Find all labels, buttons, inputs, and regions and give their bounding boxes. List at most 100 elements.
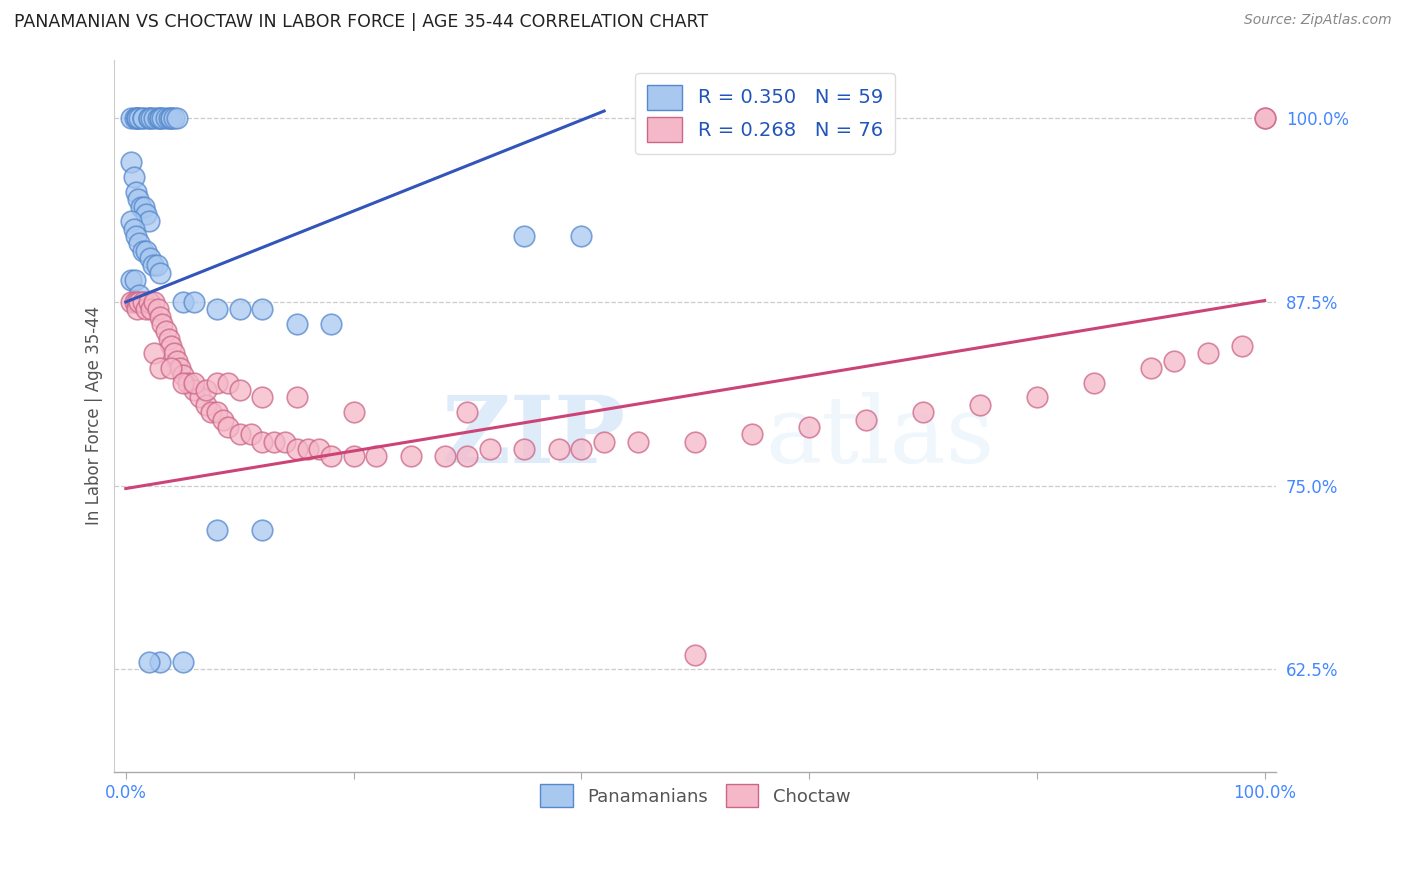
Point: [138, 295, 160, 310]
Point: [157, 332, 180, 346]
Point: [125, 228, 148, 243]
Point: [205, 523, 228, 537]
Point: [122, 170, 145, 185]
Point: [155, 324, 177, 338]
Point: [205, 376, 228, 390]
Point: [138, 295, 160, 310]
Point: [128, 236, 150, 251]
Point: [121, 155, 143, 169]
Point: [366, 449, 388, 463]
Text: PANAMANIAN VS CHOCTAW IN LABOR FORCE | AGE 35-44 CORRELATION CHART: PANAMANIAN VS CHOCTAW IN LABOR FORCE | A…: [14, 13, 709, 31]
Point: [162, 112, 184, 126]
Text: Source: ZipAtlas.com: Source: ZipAtlas.com: [1244, 13, 1392, 28]
Legend: Panamanians, Choctaw: Panamanians, Choctaw: [531, 775, 859, 816]
Point: [149, 310, 172, 324]
Point: [166, 353, 188, 368]
Point: [683, 648, 706, 662]
Point: [143, 346, 166, 360]
Point: [149, 112, 172, 126]
Point: [155, 112, 177, 126]
Point: [139, 302, 162, 317]
Point: [183, 295, 205, 310]
Point: [138, 112, 160, 126]
Point: [121, 112, 143, 126]
Point: [128, 295, 150, 310]
Point: [138, 251, 160, 265]
Point: [135, 302, 157, 317]
Point: [150, 112, 173, 126]
Point: [513, 442, 536, 456]
Point: [205, 405, 228, 419]
Point: [160, 112, 183, 126]
Point: [127, 112, 149, 126]
Point: [274, 434, 297, 449]
Point: [228, 302, 250, 317]
Point: [183, 383, 205, 397]
Point: [797, 420, 820, 434]
Point: [399, 449, 422, 463]
Point: [252, 302, 274, 317]
Point: [150, 317, 173, 331]
Point: [297, 442, 319, 456]
Point: [456, 449, 478, 463]
Point: [139, 112, 162, 126]
Point: [160, 112, 183, 126]
Point: [513, 228, 536, 243]
Point: [132, 244, 155, 258]
Point: [121, 214, 143, 228]
Point: [308, 442, 330, 456]
Point: [240, 427, 263, 442]
Point: [1254, 112, 1277, 126]
Point: [146, 112, 169, 126]
Point: [149, 266, 172, 280]
Point: [342, 449, 364, 463]
Point: [217, 376, 239, 390]
Point: [132, 295, 155, 310]
Point: [319, 317, 342, 331]
Point: [1230, 339, 1253, 353]
Point: [122, 221, 145, 235]
Point: [211, 412, 233, 426]
Point: [162, 346, 184, 360]
Point: [143, 295, 166, 310]
Point: [1197, 346, 1219, 360]
Point: [160, 339, 183, 353]
Point: [132, 200, 155, 214]
Point: [132, 295, 155, 310]
Point: [125, 185, 148, 199]
Point: [127, 302, 149, 317]
Point: [121, 273, 143, 287]
Point: [263, 434, 285, 449]
Point: [128, 287, 150, 301]
Point: [569, 228, 592, 243]
Point: [149, 361, 172, 376]
Point: [252, 523, 274, 537]
Point: [252, 391, 274, 405]
Point: [547, 442, 569, 456]
Y-axis label: In Labor Force | Age 35-44: In Labor Force | Age 35-44: [86, 306, 103, 525]
Point: [127, 192, 149, 206]
Point: [127, 112, 149, 126]
Point: [143, 112, 166, 126]
Point: [188, 391, 211, 405]
Point: [205, 302, 228, 317]
Text: ZIP: ZIP: [441, 392, 626, 483]
Point: [569, 442, 592, 456]
Text: atlas: atlas: [765, 392, 994, 483]
Point: [128, 112, 150, 126]
Point: [285, 391, 308, 405]
Point: [138, 214, 160, 228]
Point: [145, 258, 167, 272]
Point: [149, 112, 172, 126]
Point: [172, 376, 194, 390]
Point: [228, 383, 250, 397]
Point: [855, 412, 877, 426]
Point: [1083, 376, 1105, 390]
Point: [149, 655, 172, 669]
Point: [741, 427, 763, 442]
Point: [456, 405, 478, 419]
Point: [129, 200, 152, 214]
Point: [194, 398, 217, 412]
Point: [228, 427, 250, 442]
Point: [911, 405, 934, 419]
